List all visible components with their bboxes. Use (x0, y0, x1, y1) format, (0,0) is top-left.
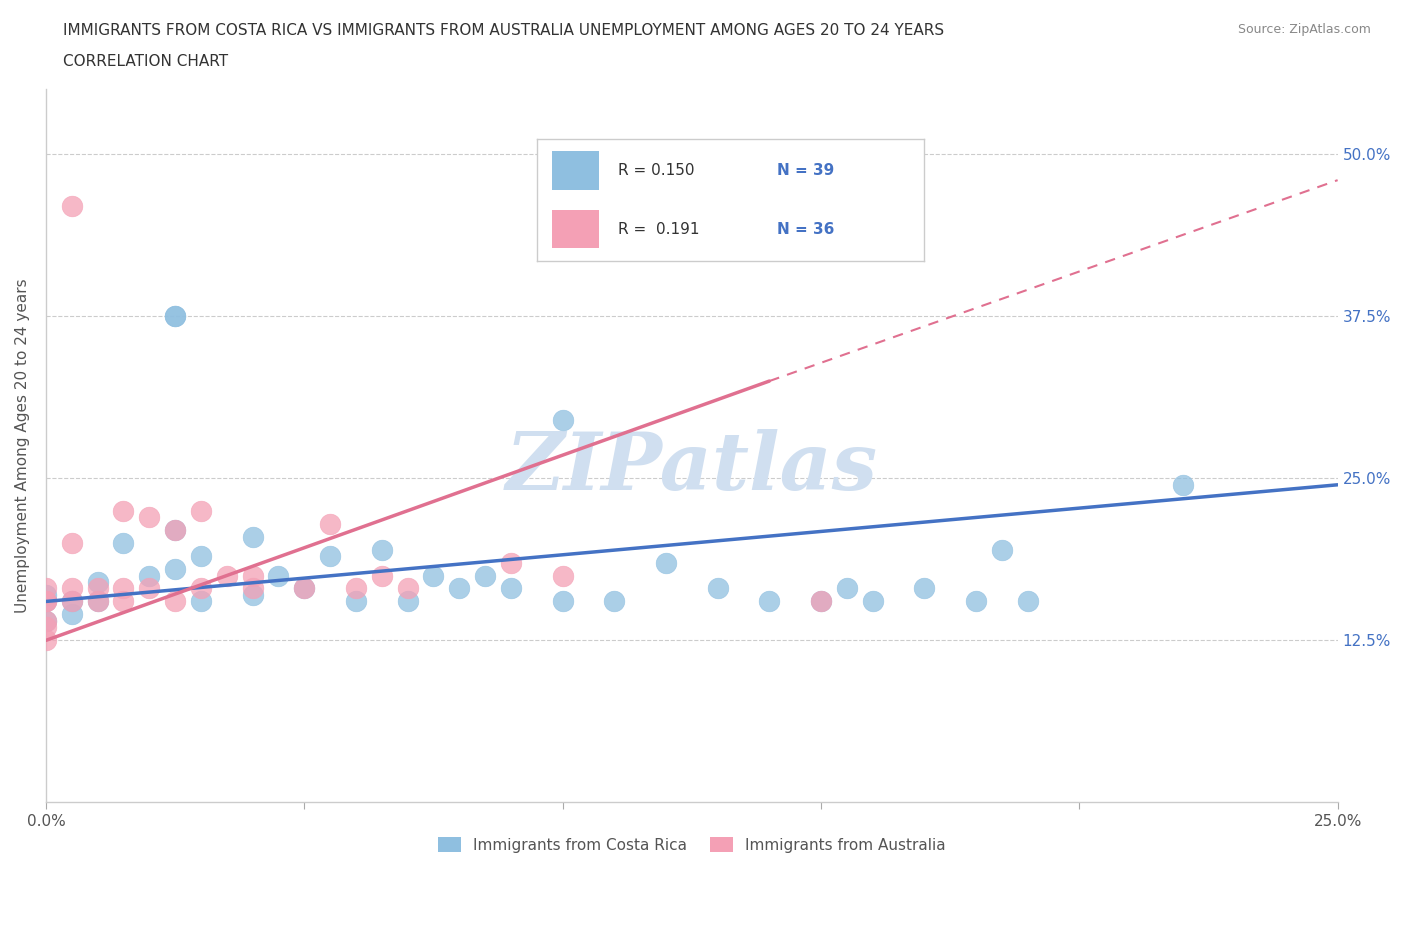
Point (112, 594, 135, 609)
Point (292, 581, 315, 596)
Point (862, 594, 884, 609)
Point (60, 607, 83, 622)
Point (35, 614, 58, 629)
Point (35, 594, 58, 609)
Point (215, 568, 238, 583)
Point (138, 510, 160, 525)
Point (242, 529, 264, 544)
Point (758, 594, 780, 609)
Point (165, 523, 187, 538)
Point (138, 568, 160, 583)
Point (292, 581, 315, 596)
Point (603, 594, 626, 609)
Point (190, 503, 212, 518)
Y-axis label: Unemployment Among Ages 20 to 24 years: Unemployment Among Ages 20 to 24 years (15, 279, 30, 613)
Point (165, 309, 187, 324)
Point (86, 581, 108, 596)
Point (810, 594, 832, 609)
Text: Source: ZipAtlas.com: Source: ZipAtlas.com (1237, 23, 1371, 36)
Point (242, 581, 264, 596)
Point (112, 536, 135, 551)
Point (86, 594, 108, 609)
Point (912, 581, 935, 596)
Point (35, 633, 58, 648)
Point (551, 413, 574, 428)
Point (35, 614, 58, 629)
Point (551, 568, 574, 583)
Point (165, 562, 187, 577)
Point (551, 594, 574, 609)
Point (965, 594, 987, 609)
Point (344, 594, 367, 609)
Point (835, 581, 858, 596)
Point (35, 594, 58, 609)
Point (449, 581, 471, 596)
Point (112, 581, 135, 596)
Point (60, 199, 83, 214)
Text: IMMIGRANTS FROM COSTA RICA VS IMMIGRANTS FROM AUSTRALIA UNEMPLOYMENT AMONG AGES : IMMIGRANTS FROM COSTA RICA VS IMMIGRANTS… (63, 23, 945, 38)
Point (86, 594, 108, 609)
Point (499, 581, 522, 596)
Text: CORRELATION CHART: CORRELATION CHART (63, 54, 228, 69)
Point (242, 568, 264, 583)
Point (1171, 477, 1194, 492)
Point (396, 594, 419, 609)
Point (1017, 594, 1039, 609)
Legend: Immigrants from Costa Rica, Immigrants from Australia: Immigrants from Costa Rica, Immigrants f… (432, 830, 952, 859)
Point (371, 568, 394, 583)
Point (499, 555, 522, 570)
Point (35, 588, 58, 603)
Point (371, 542, 394, 557)
Point (60, 594, 83, 609)
Point (319, 549, 342, 564)
Point (112, 503, 135, 518)
Point (190, 581, 212, 596)
Point (138, 581, 160, 596)
Point (190, 549, 212, 564)
Point (396, 581, 419, 596)
Point (165, 594, 187, 609)
Point (35, 594, 58, 609)
Point (319, 516, 342, 531)
Point (706, 581, 728, 596)
Point (810, 594, 832, 609)
Point (344, 581, 367, 596)
Point (474, 568, 496, 583)
Point (190, 594, 212, 609)
Point (267, 568, 290, 583)
Point (35, 581, 58, 596)
Point (422, 568, 444, 583)
Point (60, 536, 83, 551)
Text: ZIPatlas: ZIPatlas (506, 429, 877, 506)
Point (60, 594, 83, 609)
Point (165, 523, 187, 538)
Point (86, 575, 108, 590)
Point (242, 588, 264, 603)
Point (655, 555, 678, 570)
Point (60, 581, 83, 596)
Point (35, 620, 58, 635)
Point (991, 542, 1014, 557)
Point (165, 309, 187, 324)
